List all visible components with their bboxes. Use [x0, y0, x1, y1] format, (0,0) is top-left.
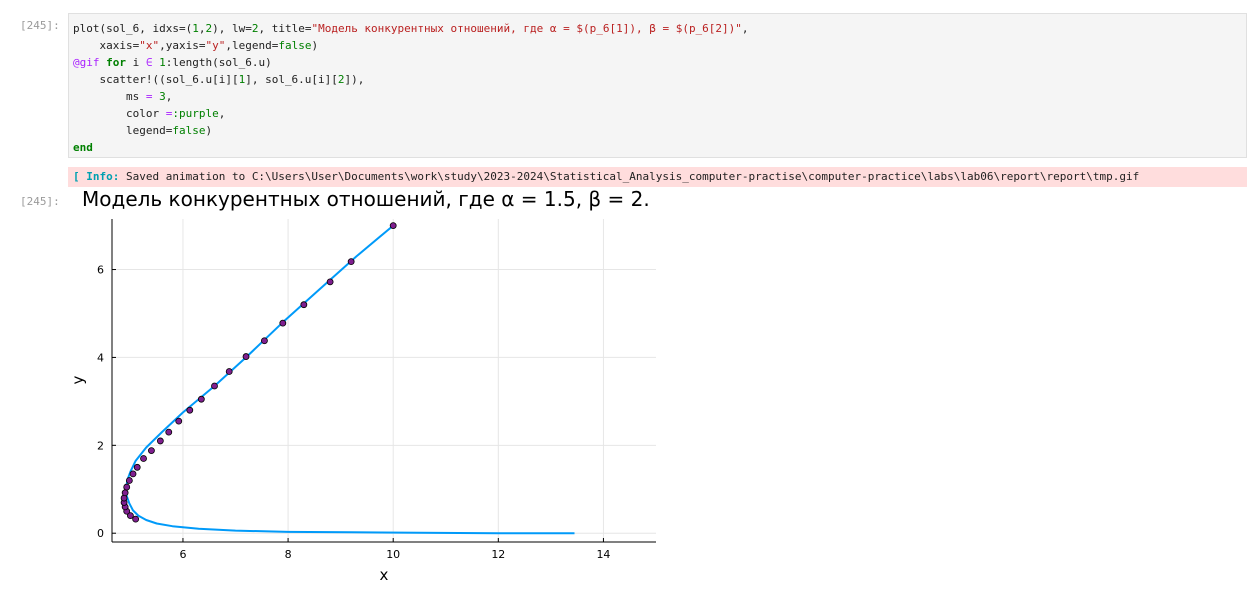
code-editor[interactable]: plot(sol_6, idxs=(1,2), lw=2, title="Мод… [73, 20, 749, 156]
info-label: [ Info: [73, 170, 120, 183]
y-axis-label: y [69, 375, 87, 384]
scatter-point [225, 368, 233, 375]
scatter-point [123, 483, 131, 491]
x-tick-label: 14 [596, 548, 610, 561]
code-line-1: plot(sol_6, idxs=(1,2), lw=2, title="Мод… [73, 22, 749, 35]
scatter-point [148, 447, 155, 454]
y-tick-label: 0 [97, 527, 104, 540]
info-message: Saved animation to C:\Users\User\Documen… [125, 170, 1140, 183]
scatter-point [132, 515, 140, 523]
scatter-point [121, 489, 129, 497]
y-tick-label: 6 [97, 264, 104, 277]
scatter-point [126, 512, 134, 520]
series-line [125, 224, 575, 535]
code-line-6: color =:purple, [73, 107, 226, 120]
grid [112, 219, 656, 542]
ticks: 6 8 10 12 14 0 2 4 6 [97, 264, 610, 561]
y-tick-label: 4 [97, 351, 104, 364]
x-tick-label: 8 [285, 548, 292, 561]
scatter-point [133, 463, 141, 471]
code-cell[interactable]: plot(sol_6, idxs=(1,2), lw=2, title="Мод… [68, 13, 1247, 158]
code-line-2: xaxis="x",yaxis="y",legend=false) [73, 39, 319, 52]
code-line-7: legend=false) [73, 124, 213, 137]
y-tick-label: 2 [97, 439, 104, 452]
output-prompt: [245]: [20, 195, 60, 208]
chart-svg: Модель конкурентных отношений, где α = 1… [69, 187, 656, 584]
scatter-point [175, 417, 183, 425]
scatter-point [261, 337, 268, 345]
x-tick-label: 6 [179, 548, 186, 561]
scatter-point [156, 437, 164, 445]
x-axis-label: x [380, 566, 389, 584]
scatter-point [125, 477, 133, 484]
scatter-point [165, 428, 173, 436]
code-line-3: @gif for i ∈ 1:length(sol_6.u) [73, 56, 272, 69]
scatter-point [186, 406, 194, 414]
scatter-point [389, 222, 397, 229]
plot-output: Модель конкурентных отношений, где α = 1… [68, 187, 668, 591]
code-line-4: scatter!((sol_6.u[i][1], sol_6.u[i][2]), [73, 73, 365, 86]
scatter-point [129, 470, 137, 478]
scatter-point [279, 319, 287, 327]
code-line-5: ms = 3, [73, 90, 173, 103]
scatter-point [242, 353, 250, 360]
chart-title: Модель конкурентных отношений, где α = 1… [82, 187, 650, 211]
input-prompt: [245]: [20, 19, 60, 32]
x-tick-label: 12 [491, 548, 505, 561]
x-tick-label: 10 [386, 548, 400, 561]
code-line-8: end [73, 141, 93, 154]
scatter-point [300, 301, 308, 309]
scatter-point [326, 278, 334, 286]
scatter-point [197, 395, 205, 403]
scatter-point [211, 382, 218, 390]
scatter-point [347, 258, 355, 266]
points-group [120, 222, 397, 523]
series-group [125, 224, 575, 535]
axes [111, 219, 656, 543]
stderr-output: [ Info: Saved animation to C:\Users\User… [68, 167, 1247, 187]
scatter-point [140, 455, 147, 462]
